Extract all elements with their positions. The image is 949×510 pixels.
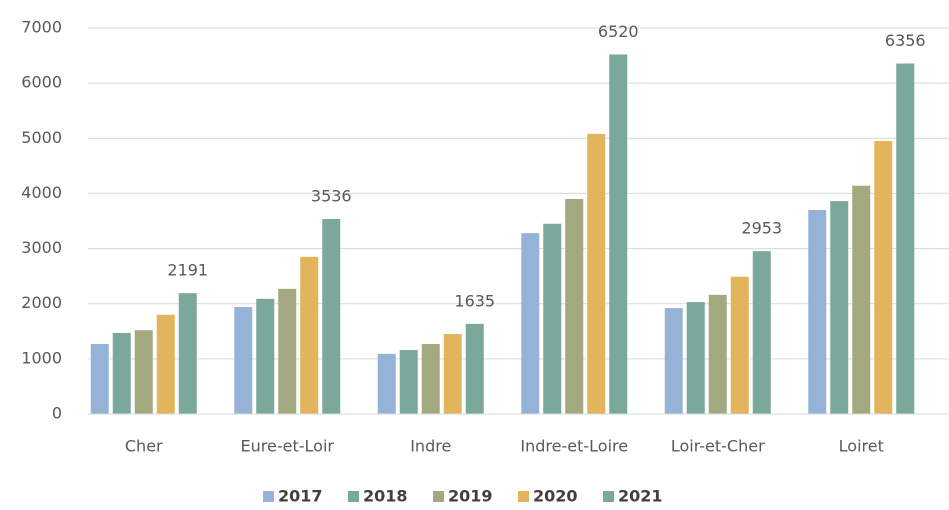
bar: [609, 54, 628, 415]
bar: [874, 141, 893, 415]
bar: [234, 307, 253, 414]
bar: [421, 343, 440, 414]
data-label: 2191: [167, 261, 208, 280]
legend-swatch: [603, 491, 614, 502]
bar: [399, 350, 418, 414]
bar: [752, 251, 771, 414]
bar: [708, 294, 727, 414]
bar: [521, 233, 540, 414]
bar: [112, 332, 131, 414]
y-tick-label: 3000: [21, 238, 62, 257]
bar: [587, 133, 606, 415]
legend-swatch: [433, 491, 444, 502]
x-tick-label: Loir-et-Cher: [671, 437, 765, 456]
legend-swatch: [518, 491, 529, 502]
bar: [808, 209, 827, 414]
bar: [178, 293, 197, 414]
legend-text: 2017: [278, 487, 323, 506]
y-tick-label: 5000: [21, 128, 62, 147]
legend-text: 2018: [363, 487, 408, 506]
x-tick-label: Loiret: [839, 437, 884, 456]
x-tick-label: Cher: [125, 437, 163, 456]
legend-swatch: [348, 491, 359, 502]
x-tick-label: Indre: [410, 437, 451, 456]
legend-swatch: [263, 491, 274, 502]
bar: [90, 343, 109, 414]
bar: [896, 63, 915, 415]
data-label: 1635: [454, 291, 495, 310]
bar: [156, 314, 175, 414]
bar: [443, 334, 462, 414]
x-tick-label: Eure-et-Loir: [241, 437, 335, 456]
data-label: 6356: [885, 31, 926, 50]
bar: [852, 185, 871, 414]
y-tick-label: 0: [52, 404, 62, 423]
bar: [565, 198, 584, 414]
data-label: 2953: [741, 219, 782, 238]
bar: [377, 353, 396, 414]
y-tick-label: 1000: [21, 348, 62, 367]
legend-text: 2021: [618, 487, 663, 506]
bar: [278, 288, 297, 414]
data-label: 6520: [598, 22, 639, 41]
bar: [686, 302, 705, 414]
bar: [300, 256, 319, 414]
y-tick-label: 4000: [21, 183, 62, 202]
y-tick-label: 7000: [21, 18, 62, 37]
bar: [664, 308, 683, 414]
bar: [465, 323, 484, 414]
bar: [134, 330, 153, 414]
data-label: 3536: [311, 187, 352, 206]
bar: [830, 201, 849, 414]
y-tick-label: 2000: [21, 293, 62, 312]
bar: [543, 223, 562, 414]
y-tick-label: 6000: [21, 73, 62, 92]
bar: [256, 298, 275, 414]
legend-text: 2019: [448, 487, 493, 506]
x-tick-label: Indre-et-Loire: [520, 437, 628, 456]
legend-text: 2020: [533, 487, 578, 506]
bar: [730, 276, 749, 414]
bar: [322, 219, 341, 414]
